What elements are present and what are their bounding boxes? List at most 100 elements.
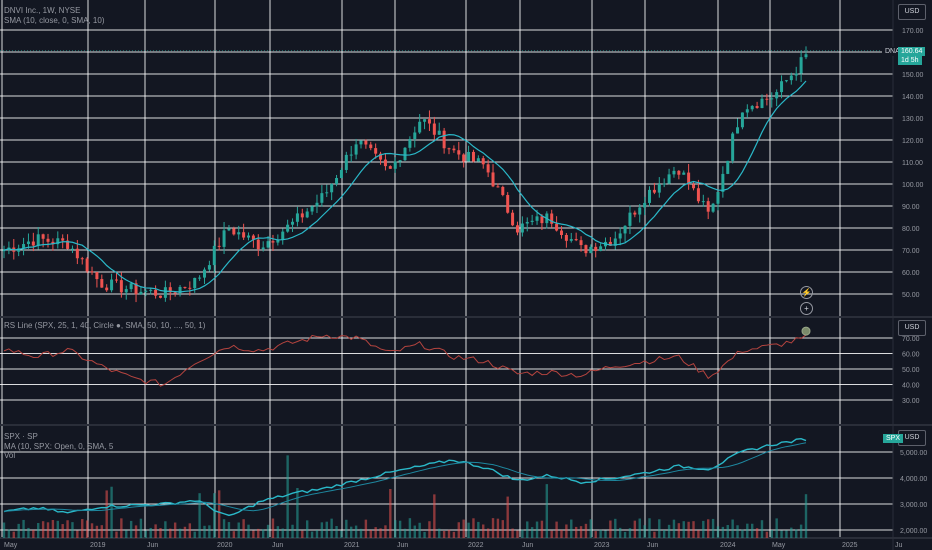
candle-body <box>188 287 192 289</box>
candle-body <box>383 159 387 167</box>
x-axis-label: Ju <box>895 542 903 549</box>
candle-body <box>731 133 735 161</box>
candle-body <box>70 248 74 250</box>
volume-bar <box>281 528 284 538</box>
volume-bar <box>320 522 324 538</box>
volume-bar <box>555 521 558 538</box>
pane3-legend-ma[interactable]: MA (10, SPX: Open, 0, SMA, 5 <box>4 442 114 451</box>
candle-body <box>427 119 431 124</box>
candle-body <box>579 240 583 246</box>
volume-bar <box>232 531 236 538</box>
volume-bar <box>354 525 358 538</box>
pane3-legend-vol[interactable]: Vol <box>4 451 16 460</box>
candle-body <box>178 286 182 294</box>
candle-body <box>374 148 378 154</box>
x-axis-label: 2020 <box>217 542 233 549</box>
candle-body <box>447 148 451 150</box>
volume-bar <box>530 527 534 538</box>
candle-body <box>760 98 764 108</box>
volume-bar <box>721 526 725 538</box>
candle-body <box>75 248 79 259</box>
candle-body <box>569 239 573 241</box>
volume-bar <box>173 522 177 538</box>
volume-bar <box>702 520 705 538</box>
candle-body <box>799 57 803 74</box>
candle-body <box>398 160 402 162</box>
volume-bar <box>125 530 128 538</box>
volume-bar <box>643 525 646 538</box>
volume-bar <box>242 519 245 538</box>
candle-body <box>325 192 329 194</box>
candle-body <box>227 228 231 231</box>
volume-bar <box>203 525 206 538</box>
volume-bar <box>169 528 172 538</box>
spx-tick-label: 3,000.00 <box>900 502 927 509</box>
pane2-legend[interactable]: RS Line (SPX, 25, 1, 40, Circle ●, SMA, … <box>4 321 206 330</box>
volume-bar <box>692 521 695 538</box>
volume-bar <box>682 521 685 538</box>
volume-bar <box>369 530 372 538</box>
candle-body <box>589 246 593 254</box>
symbol-tag: DNA <box>882 47 903 56</box>
candle-body <box>320 193 324 203</box>
volume-bar <box>589 519 593 538</box>
candle-body <box>203 269 206 278</box>
candle-body <box>41 234 45 239</box>
volume-bar <box>100 525 104 538</box>
volume-bar <box>584 523 588 538</box>
candle-body <box>638 207 642 215</box>
candle-body <box>261 247 265 250</box>
candle-body <box>418 121 422 133</box>
candle-body <box>173 292 177 294</box>
pane1-legend-symbol[interactable]: DNVI Inc., 1W, NYSE <box>4 6 81 15</box>
candle-body <box>613 238 617 246</box>
candle-body <box>789 75 793 81</box>
last-price-label: 160.64 <box>898 47 926 56</box>
pane3-legend-symbol[interactable]: SPX · SP <box>4 432 38 441</box>
candle-body <box>335 177 339 185</box>
volume-bar <box>178 528 182 538</box>
candle-body <box>100 279 104 288</box>
volume-bar <box>736 525 739 538</box>
volume-bar <box>2 522 6 538</box>
volume-bar <box>550 530 553 538</box>
volume-bar <box>81 519 84 538</box>
candle-body <box>506 194 510 213</box>
volume-bar <box>301 530 304 538</box>
candle-body <box>134 283 138 295</box>
candle-body <box>550 213 554 224</box>
volume-bar <box>398 520 402 538</box>
candle-body <box>315 202 319 207</box>
volume-bar <box>257 528 260 538</box>
volume-bar <box>325 521 328 538</box>
candle-body <box>442 130 446 149</box>
volume-bar <box>188 523 192 538</box>
volume-bar <box>697 530 700 538</box>
candle-body <box>501 186 505 195</box>
lightning-icon[interactable]: ⚡ <box>800 286 813 299</box>
volume-bar <box>330 518 333 538</box>
candle-body <box>652 189 656 193</box>
candle-body <box>594 246 598 252</box>
candle-body <box>564 234 568 241</box>
volume-bar <box>222 519 226 538</box>
candle-body <box>706 201 710 212</box>
candle-body <box>266 241 270 248</box>
candle-body <box>291 221 295 225</box>
volume-bar <box>217 490 221 538</box>
plus-icon[interactable]: + <box>800 302 813 315</box>
pane2-currency-button[interactable]: USD <box>898 320 926 336</box>
volume-bar <box>134 525 138 538</box>
candle-body <box>217 245 221 247</box>
pane1-currency-button[interactable]: USD <box>898 4 926 20</box>
candle-body <box>193 277 197 289</box>
candle-body <box>716 191 720 204</box>
candle-body <box>467 151 471 162</box>
candle-body <box>515 225 519 233</box>
candle-body <box>281 231 285 240</box>
candle-body <box>408 138 412 148</box>
pane1-legend-sma[interactable]: SMA (10, close, 0, SMA, 10) <box>4 16 105 25</box>
candle-body <box>271 241 275 243</box>
volume-bar <box>604 530 607 538</box>
